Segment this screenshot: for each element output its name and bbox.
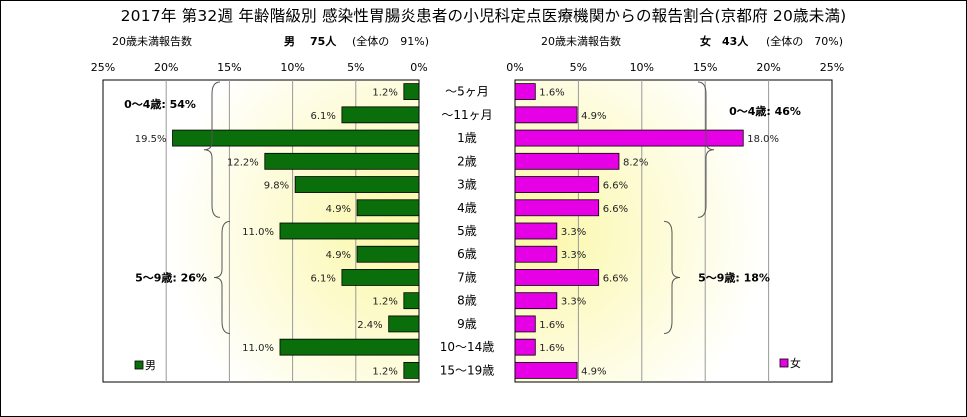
male-legend-label: 男: [145, 359, 156, 372]
male-bar: [279, 338, 420, 356]
female-value-label: 6.6%: [603, 181, 628, 192]
left-bracket-0-4: [203, 81, 221, 218]
male-bar: [341, 269, 420, 286]
male-value-label: 1.2%: [372, 297, 397, 308]
category-label: 1歳: [457, 131, 477, 145]
right-sex-label: 女: [700, 35, 711, 48]
male-value-label: 1.2%: [372, 366, 397, 377]
female-value-label: 3.3%: [561, 227, 586, 238]
female-bar: [514, 315, 536, 333]
right-group-label-5-9: 5～9歳: 18%: [698, 270, 770, 284]
category-label: 4歳: [457, 201, 477, 215]
category-label: 9歳: [457, 317, 477, 331]
left-report-label: 20歳未満報告数: [112, 35, 192, 48]
female-bar: [514, 292, 558, 310]
category-label: 5歳: [457, 224, 477, 238]
female-bar: [514, 106, 578, 124]
male-value-label: 12.2%: [227, 157, 259, 168]
male-bar: [403, 292, 420, 310]
female-bar: [514, 338, 536, 356]
category-label: ～5ヶ月: [445, 85, 489, 99]
female-bar: [514, 269, 600, 286]
female-bar: [514, 176, 600, 193]
right-x-tick-label: 5%: [570, 61, 587, 74]
right-bracket-5-9: [663, 220, 681, 335]
male-value-label: 6.1%: [310, 273, 335, 284]
right-x-tick-label: 20%: [756, 61, 780, 74]
female-value-label: 1.6%: [539, 343, 564, 354]
male-value-label: 4.9%: [326, 204, 351, 215]
female-value-label: 4.9%: [581, 366, 606, 377]
male-value-label: 11.0%: [242, 343, 274, 354]
category-label: 8歳: [457, 294, 477, 308]
category-label: 2歳: [457, 154, 477, 168]
male-bar: [403, 83, 420, 101]
male-value-label: 19.5%: [135, 134, 167, 145]
left-x-tick-label: 15%: [217, 61, 241, 74]
female-legend-label: 女: [790, 356, 801, 370]
female-value-label: 4.9%: [581, 111, 606, 122]
male-bar: [279, 222, 420, 240]
right-x-tick-label: 0%: [506, 61, 523, 74]
right-x-tick-label: 15%: [693, 61, 717, 74]
left-group-label-5-9: 5～9歳: 26%: [135, 270, 207, 284]
male-bar: [388, 315, 420, 333]
female-value-label: 8.2%: [623, 157, 648, 168]
category-label: 6歳: [457, 247, 477, 261]
female-bar: [514, 361, 578, 379]
male-bar: [294, 176, 420, 193]
chart-title: 2017年 第32週 年齢階級別 感染性胃腸炎患者の小児科定点医療機関からの報告…: [120, 7, 847, 25]
male-legend-swatch: [134, 360, 144, 370]
left-x-tick-label: 10%: [280, 61, 304, 74]
male-bar: [356, 245, 420, 263]
left-bracket-5-9: [213, 220, 231, 335]
female-value-label: 3.3%: [561, 250, 586, 261]
right-group-label-0-4: 0～4歳: 46%: [729, 104, 801, 118]
male-bar: [356, 199, 420, 217]
male-bar: [264, 152, 420, 170]
left-sex-label: 男: [284, 35, 295, 48]
left-count: 75人: [310, 35, 337, 48]
female-value-label: 18.0%: [747, 134, 779, 145]
right-count: 43人: [722, 35, 749, 48]
female-bar: [514, 83, 536, 101]
female-value-label: 6.6%: [603, 273, 628, 284]
female-bar: [514, 245, 558, 263]
female-bar: [514, 152, 620, 170]
right-x-tick-label: 25%: [820, 61, 844, 74]
male-value-label: 4.9%: [326, 250, 351, 261]
category-label: ～11ヶ月: [441, 108, 492, 122]
category-label: 15～19歳: [440, 363, 495, 377]
female-bar: [514, 222, 558, 240]
male-value-label: 11.0%: [242, 227, 274, 238]
left-x-tick-label: 25%: [91, 61, 115, 74]
right-report-label: 20歳未満報告数: [541, 35, 621, 48]
male-bar: [341, 106, 420, 124]
left-group-label-0-4: 0～4歳: 54%: [124, 97, 196, 111]
male-value-label: 1.2%: [372, 88, 397, 99]
right-x-tick-label: 10%: [630, 61, 654, 74]
right-bracket-0-4: [697, 81, 715, 218]
female-bar: [514, 199, 600, 217]
male-value-label: 9.8%: [264, 181, 289, 192]
left-x-tick-label: 20%: [154, 61, 178, 74]
female-bar: [514, 129, 744, 147]
female-value-label: 6.6%: [603, 204, 628, 215]
male-bar: [172, 129, 420, 147]
female-value-label: 3.3%: [561, 297, 586, 308]
category-label: 7歳: [457, 270, 477, 284]
category-label: 10～14歳: [440, 340, 495, 354]
male-value-label: 2.4%: [357, 320, 382, 331]
category-label: 3歳: [457, 178, 477, 192]
female-value-label: 1.6%: [539, 88, 564, 99]
left-x-tick-label: 5%: [347, 61, 364, 74]
left-x-tick-label: 0%: [410, 61, 427, 74]
female-legend-swatch: [779, 358, 789, 368]
left-overall: (全体の 91%): [352, 35, 430, 48]
male-value-label: 6.1%: [310, 111, 335, 122]
right-overall: (全体の 70%): [766, 35, 844, 48]
female-value-label: 1.6%: [539, 320, 564, 331]
male-bar: [403, 361, 420, 379]
